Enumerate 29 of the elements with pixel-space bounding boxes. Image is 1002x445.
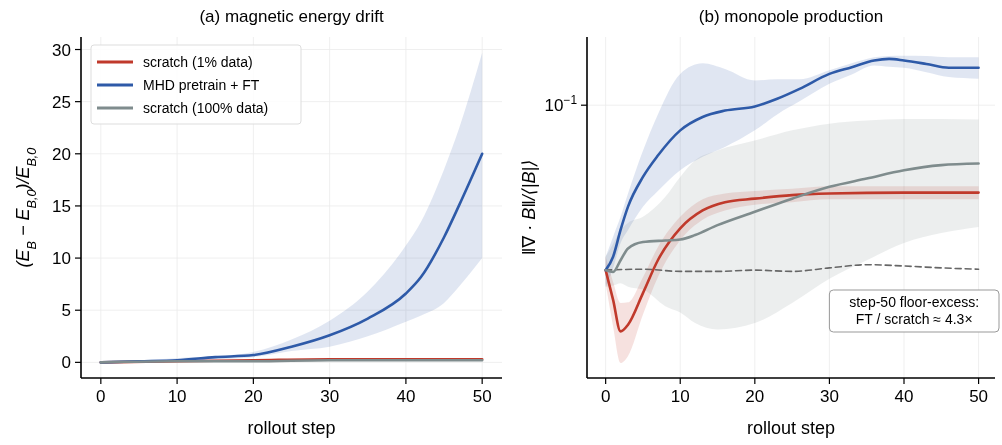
y-axis-title: ‖∇ · B‖/⟨|B|⟩ bbox=[519, 159, 539, 256]
x-tick-label: 30 bbox=[320, 387, 340, 406]
x-axis-title: rollout step bbox=[746, 418, 836, 438]
y-tick-label: 30 bbox=[52, 40, 71, 60]
y-tick-label: 10 bbox=[52, 249, 71, 269]
x-tick-label: 0 bbox=[600, 387, 611, 406]
x-tick-label: 20 bbox=[745, 387, 765, 406]
x-tick-label: 50 bbox=[969, 387, 989, 406]
legend-label: MHD pretrain + FT bbox=[143, 77, 260, 93]
x-tick-label: 40 bbox=[396, 387, 416, 406]
y-tick-label: 15 bbox=[52, 196, 71, 216]
text: 10$^{−1}$ bbox=[544, 93, 578, 116]
y-tick-label: 25 bbox=[52, 92, 71, 112]
annotation: step-50 floor-excess: FT / scratch ≈ 4.3× bbox=[849, 294, 980, 327]
x-tick-label: 20 bbox=[243, 387, 263, 406]
x-tick-label: 30 bbox=[819, 387, 839, 406]
legend-label: scratch (1% data) bbox=[143, 54, 253, 70]
x-tick-label: 40 bbox=[894, 387, 914, 406]
x-tick-label: 10 bbox=[167, 387, 187, 406]
x-tick-label: 0 bbox=[96, 387, 106, 406]
chart-title: (b) monopole production bbox=[698, 7, 884, 26]
chart-title: (a) magnetic energy drift bbox=[199, 7, 384, 26]
y-tick-label: 5 bbox=[61, 301, 71, 321]
legend-label: scratch (100% data) bbox=[143, 100, 269, 116]
x-tick-label: 50 bbox=[472, 387, 492, 406]
x-tick-label: 10 bbox=[670, 387, 690, 406]
x-axis-title: rollout step bbox=[247, 418, 336, 438]
y-tick-label: 0 bbox=[61, 353, 71, 373]
y-tick-label: 20 bbox=[52, 144, 71, 164]
